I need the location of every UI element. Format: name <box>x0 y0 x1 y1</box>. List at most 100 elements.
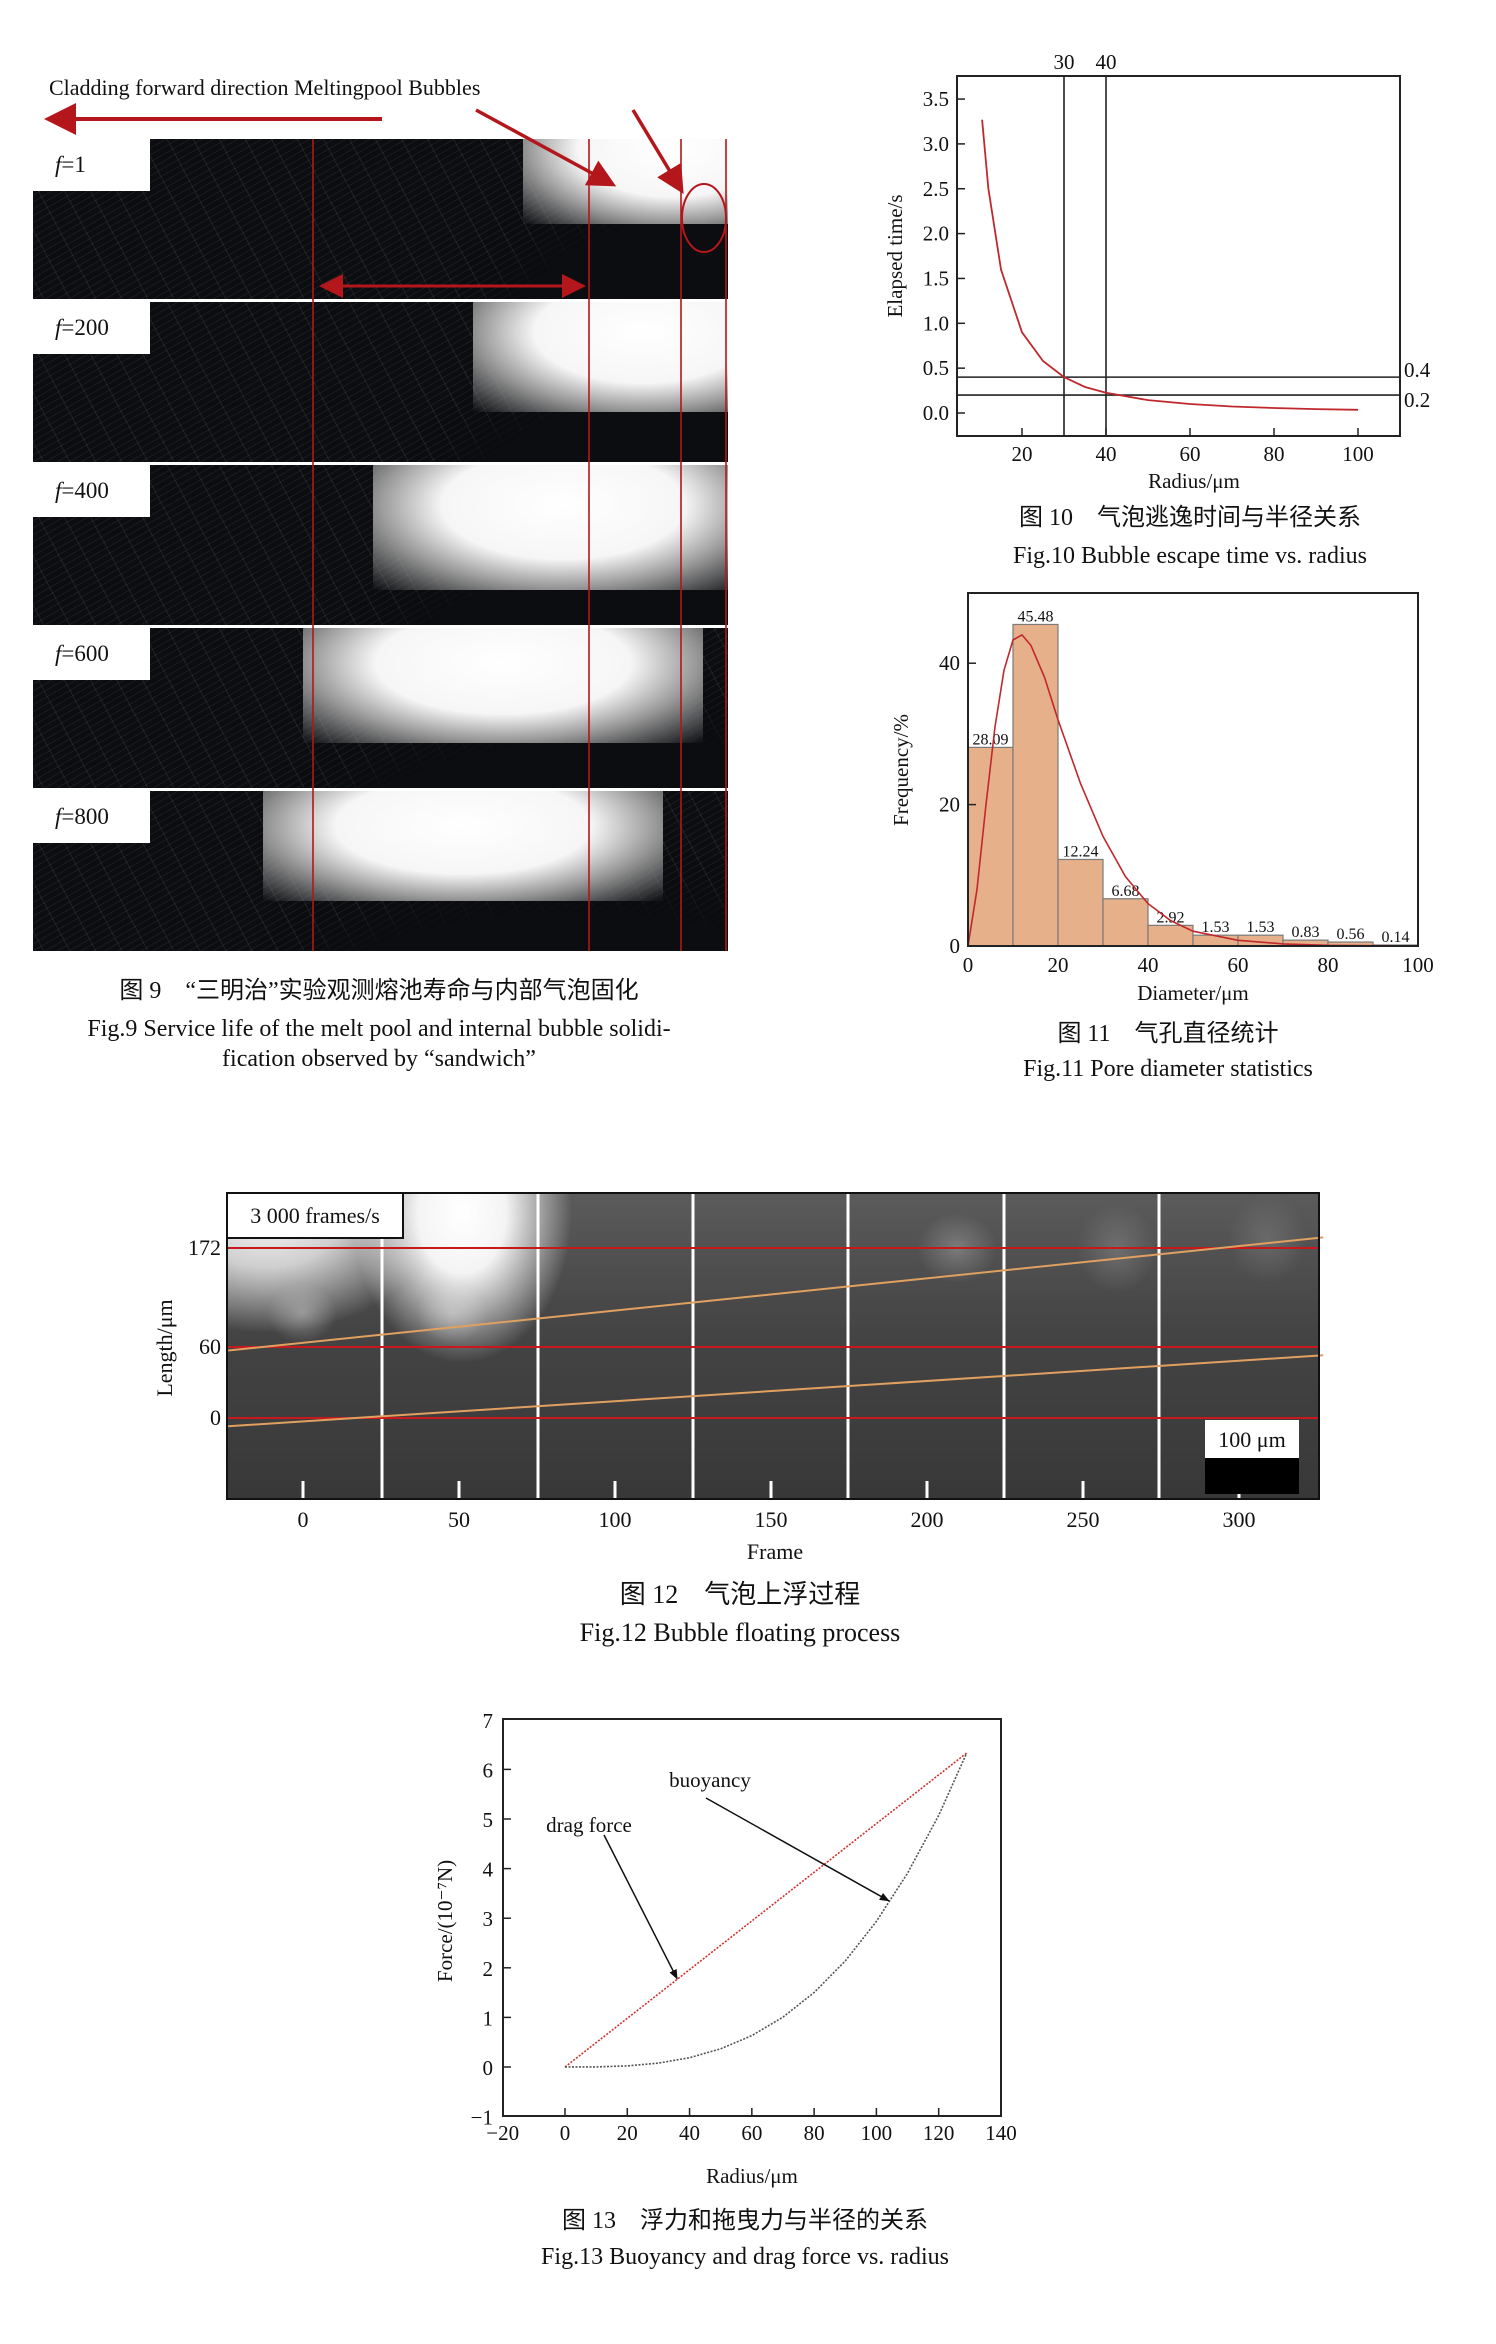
x-tick-label: 0 <box>298 1507 309 1532</box>
bar-value-label: 12.24 <box>1063 843 1099 860</box>
fig9-caption-cn: 图 9 “三明治”实验观测熔池寿命与内部气泡固化 <box>119 977 638 1004</box>
fig9-caption-en: Fig.9 Service life of the melt pool and … <box>87 1016 670 1042</box>
y-tick-label: 7 <box>483 1709 494 1733</box>
y-tick-label: 60 <box>199 1334 221 1359</box>
x-tick-label: 40 <box>1138 953 1159 977</box>
melt-pool-glow <box>263 791 663 901</box>
frame-variable: f <box>55 478 62 503</box>
x-tick-label: 80 <box>804 2121 825 2145</box>
y-tick-label: 2.5 <box>923 177 949 201</box>
x-tick-label: 100 <box>861 2121 893 2145</box>
x-tick-label: 100 <box>1402 953 1434 977</box>
x-tick-label: 60 <box>1180 442 1201 466</box>
x-tick-label: 120 <box>923 2121 955 2145</box>
y-tick-label: 0 <box>950 934 961 958</box>
x-tick-label: 60 <box>1228 953 1249 977</box>
x-tick-label: 60 <box>741 2121 762 2145</box>
x-tick-label: 0 <box>560 2121 571 2145</box>
fig9-panel: f=200 <box>33 302 728 462</box>
y-tick-label: 0 <box>210 1405 221 1430</box>
frame-variable: f <box>55 804 62 829</box>
distribution-fit-curve <box>967 633 1419 947</box>
x-tick-label: 140 <box>985 2121 1017 2145</box>
buoyancy-label: buoyancy <box>669 1768 751 1792</box>
fig9-panel: f=600 <box>33 628 728 788</box>
fig11-caption-en: Fig.11 Pore diameter statistics <box>1023 1056 1313 1082</box>
x-tick-label: 20 <box>1012 442 1033 466</box>
x-tick-label: 100 <box>599 1507 632 1532</box>
fig10-plot-frame <box>956 75 1401 437</box>
fig13-plot-frame <box>502 1718 1002 2117</box>
bubble-trajectory-line <box>228 1236 1324 1352</box>
y-axis-label: Elapsed time/s <box>883 194 907 317</box>
frame-label: f=400 <box>33 465 150 517</box>
fig9-annotation-text: Cladding forward direction Meltingpool B… <box>49 75 480 100</box>
x-tick-label: 200 <box>911 1507 944 1532</box>
reference-label: 30 <box>1054 50 1075 74</box>
y-tick-label: 172 <box>188 1235 221 1260</box>
fig9-panel: f=400 <box>33 465 728 625</box>
frame-label: f=200 <box>33 302 150 354</box>
x-tick-label: 20 <box>617 2121 638 2145</box>
x-tick-label: 40 <box>679 2121 700 2145</box>
frame-number: =1 <box>61 152 86 177</box>
bubbles-pointer-arrow <box>631 109 684 194</box>
x-axis-label: Diameter/μm <box>1137 981 1249 1005</box>
fig13-chart: −1 0 1 2 3 4 5 6 7 −20 0 20 40 60 80 100 120 140 buoyancy d… <box>433 1709 1017 2270</box>
y-tick-label: 3.5 <box>923 87 949 111</box>
frame-rate-box <box>226 1192 404 1239</box>
reference-label: 40 <box>1096 50 1117 74</box>
frame-label: f=600 <box>33 628 150 680</box>
histogram-bar <box>1012 623 1059 947</box>
x-tick-label: 0 <box>963 953 974 977</box>
y-tick-label: 4 <box>483 1858 494 1882</box>
frame-label: f=1 <box>33 139 150 191</box>
y-tick-label: 0.0 <box>923 401 949 425</box>
bar-value-label: 28.09 <box>973 731 1009 748</box>
fig12-caption-en: Fig.12 Bubble floating process <box>580 1618 901 1647</box>
meltingpool-pointer-arrow <box>475 108 617 187</box>
y-tick-label: 0.5 <box>923 356 949 380</box>
buoyancy-curve <box>564 1752 968 2068</box>
frame-variable: f <box>55 641 62 666</box>
y-tick-label: 40 <box>939 651 960 675</box>
x-tick-label: 50 <box>448 1507 470 1532</box>
y-axis-label: Frequency/% <box>889 714 913 826</box>
x-axis-label: Radius/μm <box>706 2164 798 2188</box>
frame-label: f=800 <box>33 791 150 843</box>
bar-value-label: 0.83 <box>1292 924 1320 941</box>
y-tick-label: 1.5 <box>923 266 949 290</box>
scale-bar-label: 100 μm <box>1218 1427 1285 1452</box>
melt-pool-glow <box>373 465 728 590</box>
bar-value-label: 0.14 <box>1382 929 1410 946</box>
fig12-image-frame <box>226 1192 1320 1500</box>
reference-label: 0.2 <box>1404 388 1430 412</box>
histogram-bar <box>1057 858 1104 947</box>
drag-force-label: drag force <box>546 1813 632 1837</box>
frame-number: =200 <box>61 315 109 340</box>
bar-value-label: 0.56 <box>1337 926 1365 943</box>
x-tick-label: 80 <box>1264 442 1285 466</box>
x-tick-label: −20 <box>486 2121 519 2145</box>
buoyancy-arrow <box>705 1797 890 1902</box>
y-tick-label: 2 <box>483 1957 494 1981</box>
x-tick-label: 80 <box>1318 953 1339 977</box>
frame-variable: f <box>55 152 62 177</box>
melt-pool-glow <box>473 302 728 412</box>
y-tick-label: 6 <box>483 1758 494 1782</box>
fig13-caption-en: Fig.13 Buoyancy and drag force vs. radiu… <box>541 2244 949 2270</box>
fig13-caption-cn: 图 13 浮力和拖曳力与半径的关系 <box>562 2207 928 2234</box>
x-axis-label: Radius/μm <box>1148 469 1240 493</box>
bar-value-label: 6.68 <box>1112 883 1140 900</box>
x-axis-label: Frame <box>747 1539 803 1564</box>
x-tick-label: 20 <box>1048 953 1069 977</box>
bar-value-label: 45.48 <box>1018 608 1054 625</box>
histogram-bar <box>1192 934 1239 947</box>
fig9-panel: f=800 <box>33 791 728 951</box>
scale-bar-box <box>1205 1420 1299 1458</box>
y-tick-label: 2.0 <box>923 222 949 246</box>
fig12-caption-cn: 图 12 气泡上浮过程 <box>620 1580 861 1609</box>
scale-bar <box>1205 1458 1299 1494</box>
fig10-chart: 0.0 0.5 1.0 1.5 2.0 2.5 3.0 3.5 20 40 60 80 100 30 40 0… <box>883 50 1431 569</box>
